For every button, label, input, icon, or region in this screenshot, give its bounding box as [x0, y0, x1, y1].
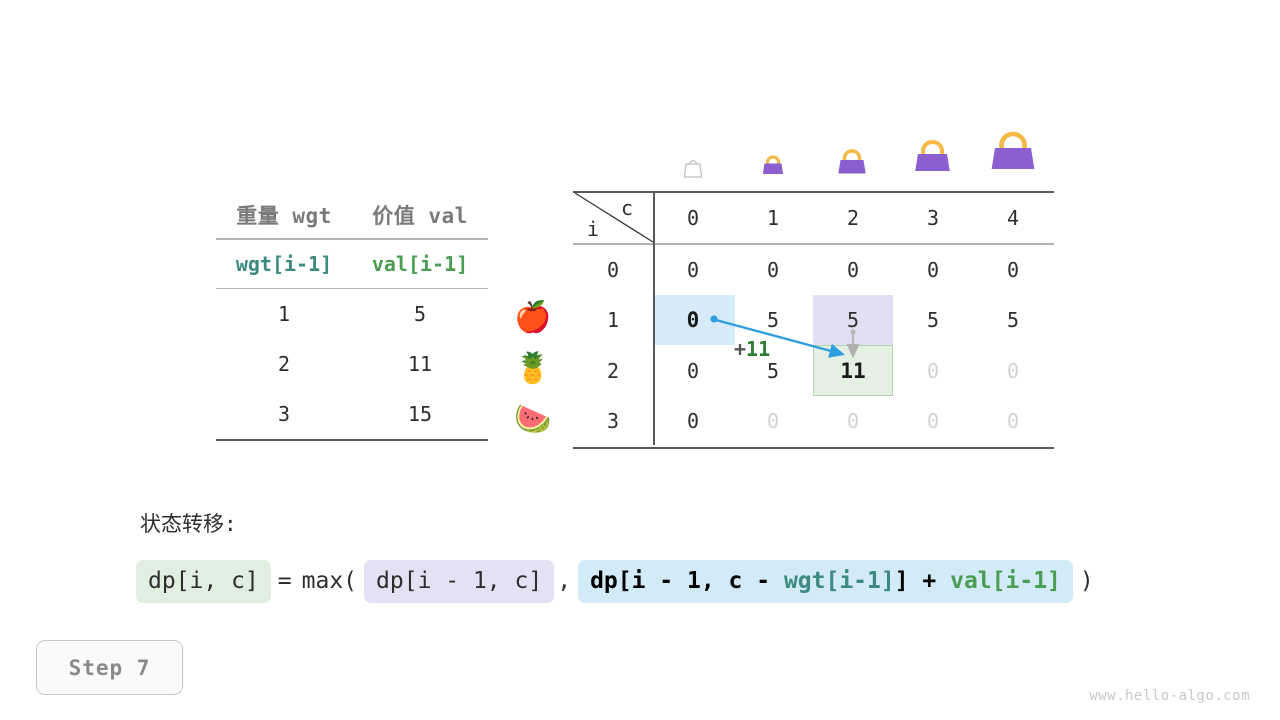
- annotation-value: 11: [746, 337, 771, 361]
- matrix-cell-3-0: 0: [686, 409, 700, 434]
- items-table-header-divider: [216, 238, 488, 240]
- matrix-row-header-2: 2: [606, 358, 620, 383]
- knapsack-icon-capacity-1: [758, 148, 788, 178]
- matrix-cell-3-1: 0: [766, 409, 780, 434]
- matrix-cell-1-3: 5: [926, 308, 940, 333]
- state-transition-label: 状态转移:: [140, 512, 237, 536]
- state-transition-formula: dp[i, c] = max( dp[i - 1, c] , dp[i - 1,…: [136, 560, 1101, 603]
- apple-icon: 🍎: [514, 300, 552, 335]
- matrix-cell-2-1: 5: [766, 358, 780, 383]
- annotation-plus-sign: +: [734, 337, 747, 361]
- matrix-axis-label-c: c: [621, 196, 634, 220]
- matrix-cell-0-1: 0: [766, 257, 780, 282]
- item-weight-3: 3: [277, 402, 291, 426]
- matrix-col-header-0: 0: [686, 206, 700, 230]
- formula-max-open: max(: [301, 568, 358, 595]
- items-table: 重量 wgt 价值 val wgt[i-1] val[i-1] 1 5 2 11…: [216, 192, 488, 441]
- formula-option-b: dp[i - 1, c - wgt[i-1]] + val[i-1]: [578, 560, 1073, 603]
- table-row: 0 0 0 0 0 0: [573, 245, 1054, 296]
- matrix-col-header-3: 3: [926, 206, 940, 230]
- items-table-header-value: 价值 val: [372, 204, 468, 228]
- matrix-vertical-separator: [653, 191, 655, 445]
- formula-option-b-mid: ] +: [894, 568, 951, 594]
- item-value-3: 15: [407, 402, 433, 426]
- table-row: 1 5: [216, 289, 488, 339]
- annotation-plus-value: +11: [734, 337, 770, 361]
- matrix-header-divider: [573, 243, 1054, 245]
- matrix-cell-2-0: 0: [686, 358, 700, 383]
- items-table-header-weight: 重量 wgt: [236, 204, 332, 228]
- items-table-subheader-val: val[i-1]: [371, 251, 469, 276]
- table-row: 2 0 5 11 0 0: [573, 346, 1054, 397]
- knapsack-icon-capacity-4: [985, 126, 1041, 178]
- items-table-subheader-divider: [216, 287, 488, 289]
- formula-equals: =: [277, 568, 292, 595]
- dp-matrix-table: i c 0 1 2 3 4 0 0 0 0 0 0 1 0 5 5 5 5 2 …: [573, 191, 1054, 449]
- watermelon-icon: 🍉: [514, 402, 552, 437]
- knapsack-icon-capacity-3: [909, 134, 956, 178]
- matrix-col-header-1: 1: [766, 206, 780, 230]
- item-weight-2: 2: [277, 352, 291, 376]
- items-table-subheader-wgt: wgt[i-1]: [235, 251, 333, 276]
- matrix-cell-3-2: 0: [846, 409, 860, 434]
- table-row: 1 0 5 5 5 5: [573, 295, 1054, 346]
- matrix-cell-0-4: 0: [1006, 257, 1020, 282]
- matrix-top-border: [573, 191, 1054, 193]
- table-row: 3 15: [216, 389, 488, 439]
- matrix-cell-0-2: 0: [846, 257, 860, 282]
- matrix-cell-3-4: 0: [1006, 409, 1020, 434]
- item-value-1: 5: [413, 302, 427, 326]
- matrix-col-header-4: 4: [1006, 206, 1020, 230]
- matrix-header-row: i c 0 1 2 3 4: [573, 193, 1054, 243]
- knapsack-icon-capacity-2: [833, 142, 871, 178]
- matrix-cell-1-4: 5: [1006, 308, 1020, 333]
- formula-target: dp[i, c]: [136, 560, 271, 603]
- formula-close-paren: ): [1079, 568, 1094, 595]
- item-value-2: 11: [407, 352, 433, 376]
- matrix-cell-1-0: 0: [686, 308, 700, 333]
- matrix-cell-2-2: 11: [840, 358, 866, 383]
- step-badge: Step 7: [36, 640, 183, 695]
- items-table-subheader-row: wgt[i-1] val[i-1]: [216, 240, 488, 288]
- matrix-bottom-border: [573, 446, 1054, 449]
- watermark: www.hello-algo.com: [1089, 688, 1250, 704]
- matrix-cell-2-4: 0: [1006, 358, 1020, 383]
- table-row: 2 11: [216, 339, 488, 389]
- formula-option-b-val: val[i-1]: [950, 568, 1061, 594]
- matrix-cell-0-0: 0: [686, 257, 700, 282]
- matrix-row-header-0: 0: [606, 257, 620, 282]
- matrix-cell-3-3: 0: [926, 409, 940, 434]
- formula-option-b-prefix: dp[i - 1, c -: [590, 568, 784, 594]
- items-table-header-row: 重量 wgt 价值 val: [216, 192, 488, 238]
- matrix-row-header-3: 3: [606, 409, 620, 434]
- matrix-cell-1-2: 5: [846, 308, 860, 333]
- matrix-row-header-1: 1: [606, 308, 620, 333]
- matrix-axis-label-i: i: [587, 217, 600, 241]
- matrix-col-header-2: 2: [846, 206, 860, 230]
- table-row: 3 0 0 0 0 0: [573, 396, 1054, 447]
- knapsack-icon-capacity-0: [681, 156, 705, 178]
- pineapple-icon: 🍍: [514, 351, 552, 386]
- formula-option-a: dp[i - 1, c]: [364, 560, 555, 603]
- formula-option-b-wgt: wgt[i-1]: [783, 568, 895, 594]
- formula-comma: ,: [557, 568, 572, 595]
- matrix-cell-2-3: 0: [926, 358, 940, 383]
- items-table-bottom-border: [216, 439, 488, 441]
- item-weight-1: 1: [277, 302, 291, 326]
- matrix-cell-0-3: 0: [926, 257, 940, 282]
